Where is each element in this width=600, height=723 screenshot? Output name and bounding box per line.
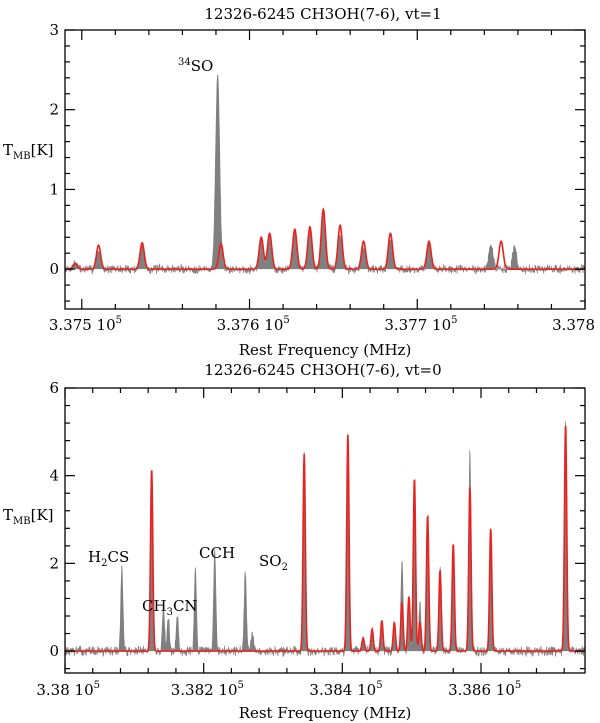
plot-frame-top [64, 29, 586, 310]
plot-frame-bottom [64, 387, 586, 674]
x-tick-labels-bottom: 3.38 105 3.382 105 3.384 105 3.386 105 [36, 680, 521, 699]
label-h2cs: H2CS [88, 548, 129, 569]
model-trace [65, 207, 585, 270]
observed-spectrum-bottom [64, 421, 586, 657]
label-so2: SO2 [259, 552, 288, 573]
panel-bottom: 12326-6245 CH3OH(7-6), vt=0 3.38 105 3.38… [3, 361, 586, 722]
y-tick-labels-top: 0 1 2 3 [49, 21, 59, 278]
y-tick-label: 2 [49, 554, 59, 572]
chart-title-top: 12326-6245 CH3OH(7-6), vt=1 [204, 5, 441, 23]
panel-top: 12326-6245 CH3OH(7-6), vt=1 3.375 105 3.3… [3, 5, 600, 359]
y-tick-label: 4 [49, 467, 59, 485]
y-tick-label: 3 [49, 21, 59, 39]
y-tick-label: 1 [49, 180, 59, 198]
model-spectrum-bottom [65, 425, 585, 652]
y-tick-label: 6 [49, 379, 59, 397]
y-tick-label: 2 [49, 101, 59, 119]
model-spectrum-top [65, 207, 585, 270]
chart-title-bottom: 12326-6245 CH3OH(7-6), vt=0 [204, 361, 441, 379]
ticks-top [65, 29, 586, 309]
label-34so: 34SO [178, 57, 213, 75]
ticks-bottom [64, 387, 585, 673]
x-tick-label: 3.382 105 [171, 680, 244, 699]
y-tick-labels-bottom: 0 2 4 6 [49, 379, 59, 660]
x-tick-label: 3.375 105 [49, 315, 122, 334]
y-axis-label-bottom: TMB[K] [3, 506, 54, 527]
model-trace [65, 425, 585, 652]
y-tick-label: 0 [49, 260, 59, 278]
label-ch3cn: CH3CN [142, 597, 198, 618]
x-tick-labels-top: 3.375 105 3.376 105 3.377 105 3.378 105 [49, 315, 600, 334]
y-axis-label-top: TMB[K] [3, 141, 54, 162]
label-cch: CCH [199, 544, 235, 562]
x-axis-label-top: Rest Frequency (MHz) [239, 341, 412, 359]
observed-trace [64, 421, 586, 657]
x-tick-label: 3.377 105 [384, 315, 457, 334]
observed-fill [65, 421, 585, 657]
x-tick-label: 3.376 105 [217, 315, 290, 334]
x-tick-label: 3.384 105 [309, 680, 382, 699]
x-axis-label-bottom: Rest Frequency (MHz) [239, 704, 412, 722]
x-tick-label: 3.386 105 [448, 680, 521, 699]
x-tick-label: 3.38 105 [36, 680, 100, 699]
y-tick-label: 0 [49, 642, 59, 660]
x-tick-label: 3.378 105 [552, 315, 600, 334]
